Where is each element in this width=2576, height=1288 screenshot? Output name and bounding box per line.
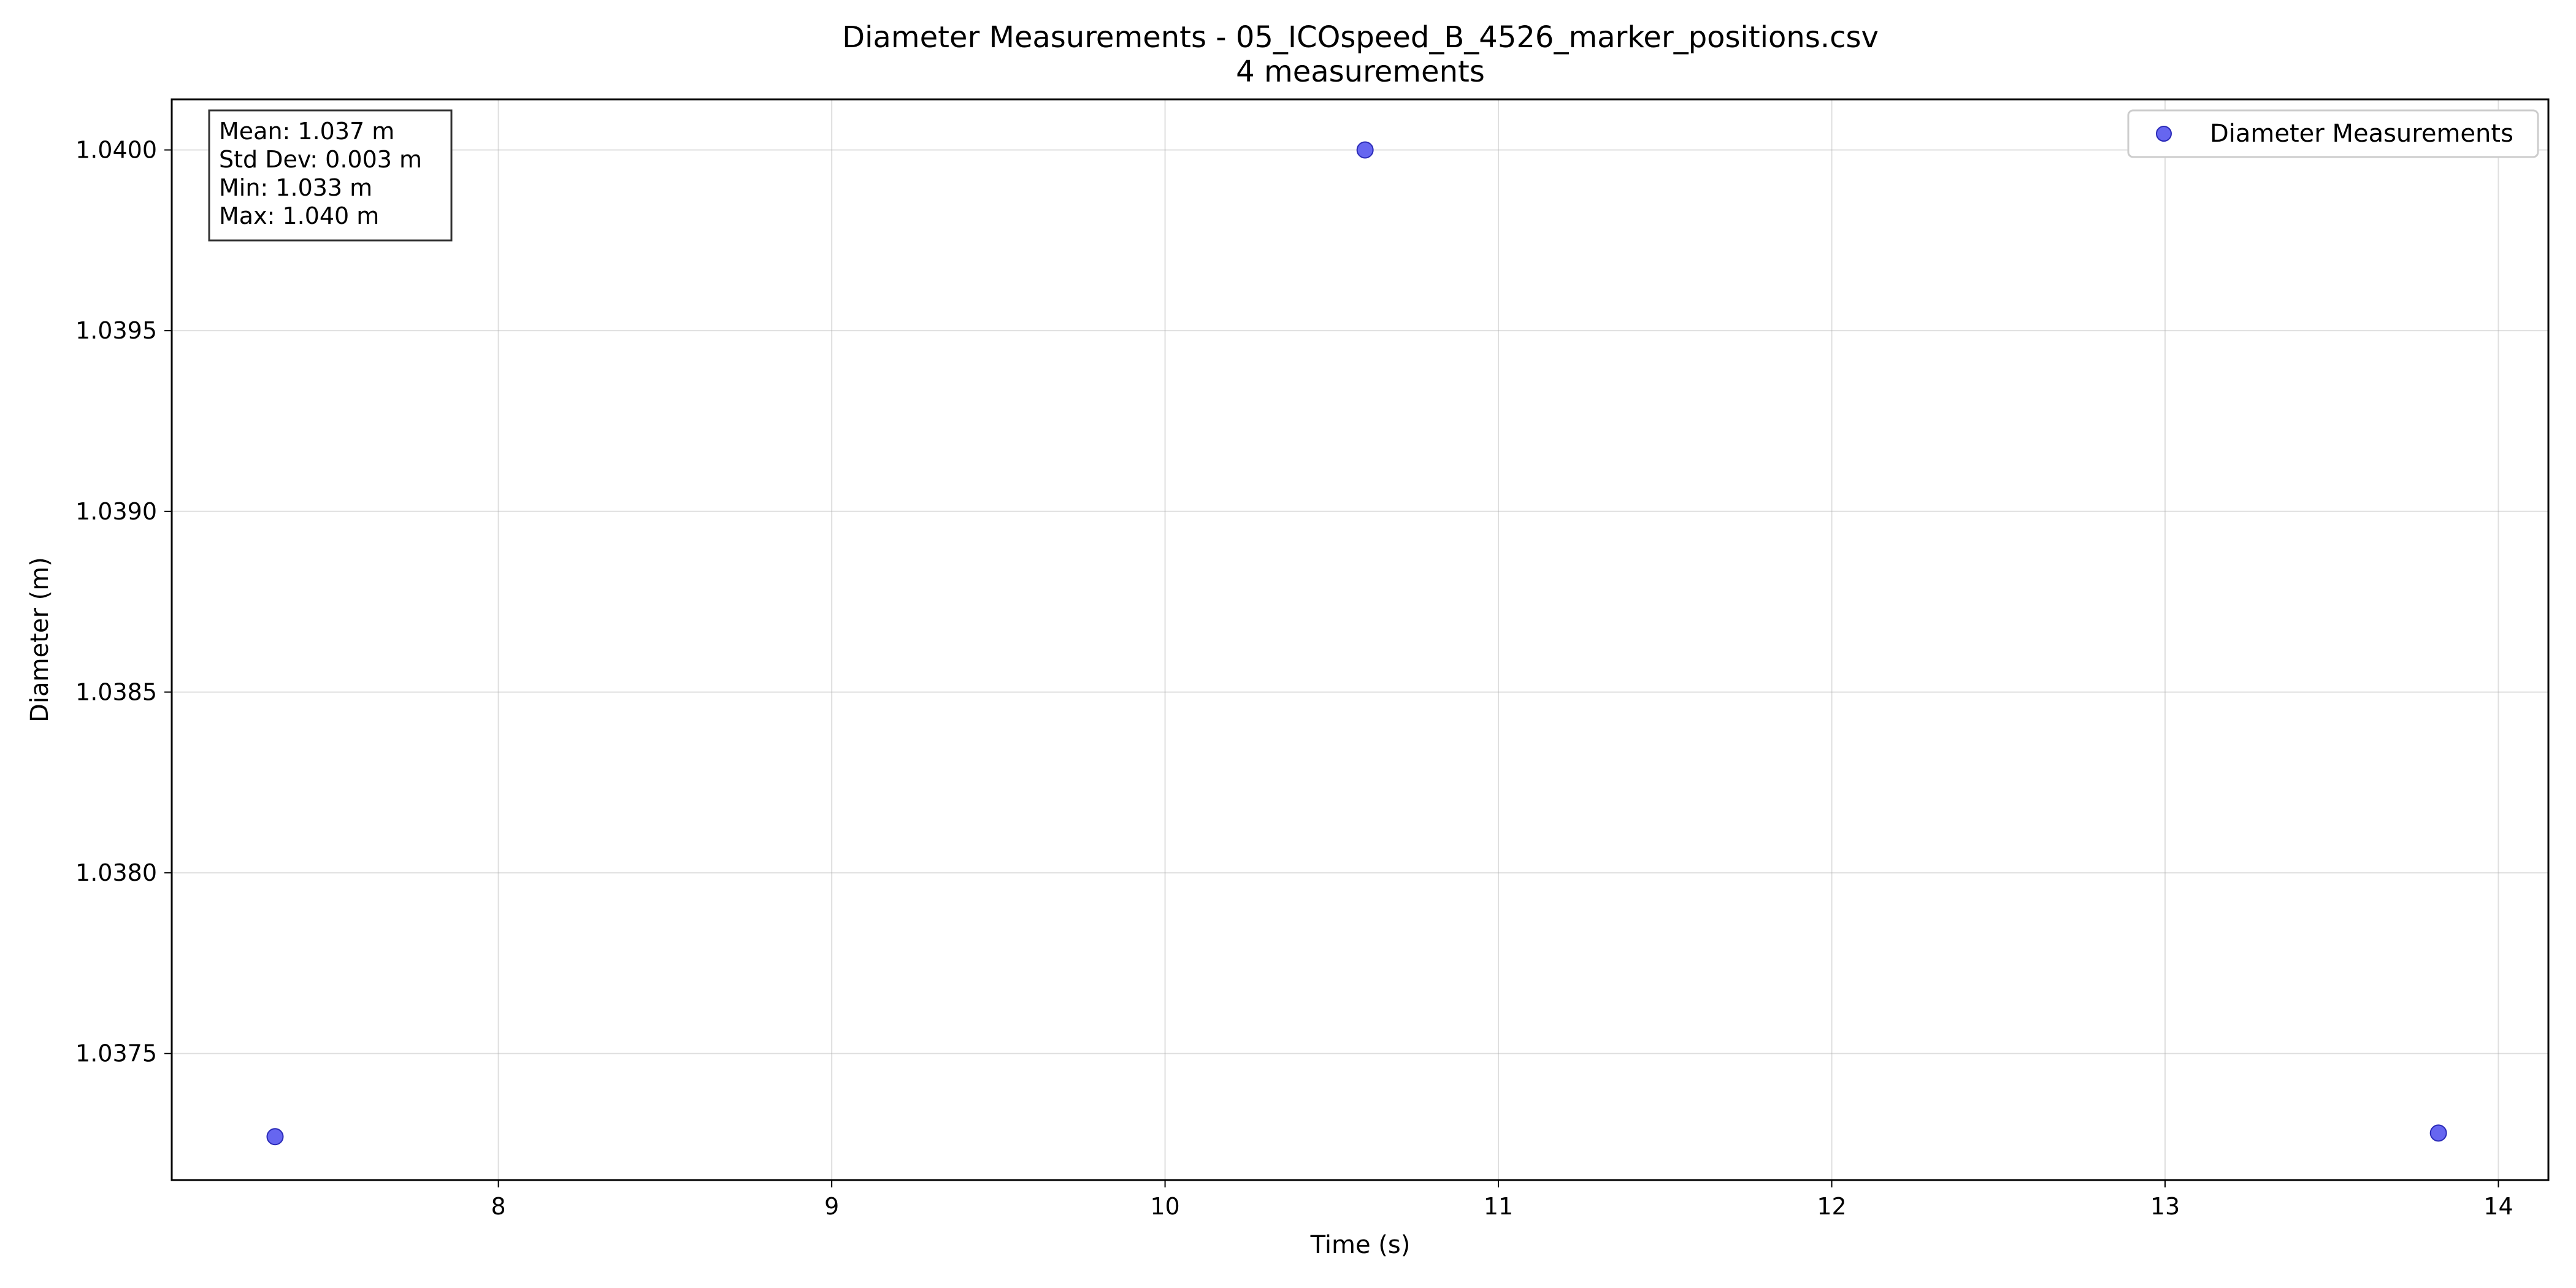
- grid: [172, 99, 2548, 1180]
- x-tick-label: 13: [2150, 1193, 2180, 1220]
- plot-frame: [171, 98, 2550, 1181]
- stats-box: Mean: 1.037 m Std Dev: 0.003 m Min: 1.03…: [208, 109, 453, 242]
- y-tick-label: 1.0380: [75, 859, 157, 886]
- x-tick-label: 14: [2483, 1193, 2513, 1220]
- y-tick-label: 1.0400: [75, 137, 157, 164]
- axes: 8 9 10 11 12 13 14 1.0375 1.0380 1.0385 1.0390 1.03…: [75, 137, 2513, 1220]
- y-tick-label: 1.0390: [75, 498, 157, 525]
- chart-title: Diameter Measurements - 05_ICOspeed_B_45…: [842, 20, 1879, 55]
- legend-marker: [2156, 126, 2172, 142]
- x-tick-label: 8: [491, 1193, 506, 1220]
- data-point: [1356, 141, 1374, 159]
- y-tick-label: 1.0375: [75, 1040, 157, 1067]
- data-point: [266, 1128, 284, 1146]
- stats-max: Max: 1.040 m: [219, 202, 379, 229]
- x-tick-label: 10: [1150, 1193, 1179, 1220]
- x-axis-label: Time (s): [1310, 1231, 1411, 1259]
- x-tick-label: 11: [1484, 1193, 1513, 1220]
- chart-subtitle: 4 measurements: [1236, 55, 1485, 89]
- data-point: [2429, 1124, 2447, 1142]
- y-axis-label: Diameter (m): [26, 557, 54, 723]
- stats-mean: Mean: 1.037 m: [219, 118, 394, 145]
- x-tick-label: 9: [824, 1193, 839, 1220]
- legend: Diameter Measurements: [2127, 109, 2539, 158]
- legend-label: Diameter Measurements: [2210, 120, 2513, 148]
- stats-std-dev: Std Dev: 0.003 m: [219, 146, 422, 173]
- scatter-points: [266, 141, 2447, 1146]
- stats-min: Min: 1.033 m: [219, 174, 372, 201]
- y-tick-label: 1.0395: [75, 317, 157, 344]
- stats-box-frame: [208, 109, 453, 242]
- x-tick-label: 12: [1817, 1193, 1846, 1220]
- y-tick-label: 1.0385: [75, 678, 157, 705]
- legend-frame: [2127, 109, 2539, 158]
